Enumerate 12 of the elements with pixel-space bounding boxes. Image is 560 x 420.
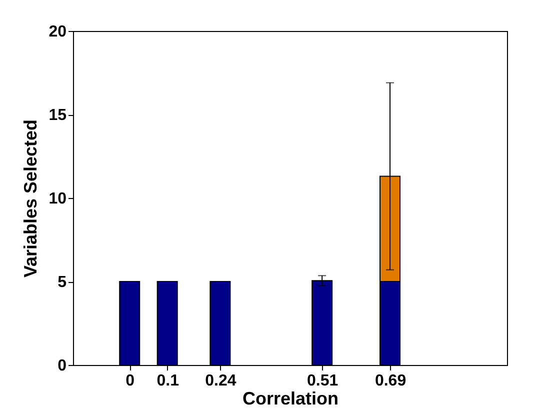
x-tick-label: 0.51 bbox=[307, 372, 338, 390]
x-tick-label: 0.24 bbox=[205, 372, 236, 390]
x-tick-label: 0.69 bbox=[374, 372, 406, 390]
y-tick-label: 10 bbox=[48, 190, 67, 208]
x-tick-label: 0 bbox=[126, 372, 135, 390]
y-tick-label: 15 bbox=[48, 107, 67, 124]
y-tick-label: 20 bbox=[48, 24, 67, 40]
x-tick-label: 0.1 bbox=[156, 372, 180, 390]
y-axis-title: Variables Selected bbox=[20, 119, 41, 278]
x-axis-title: Correlation bbox=[242, 388, 339, 408]
y-tick-label: 5 bbox=[58, 274, 67, 291]
y-tick-label: 0 bbox=[58, 358, 67, 374]
